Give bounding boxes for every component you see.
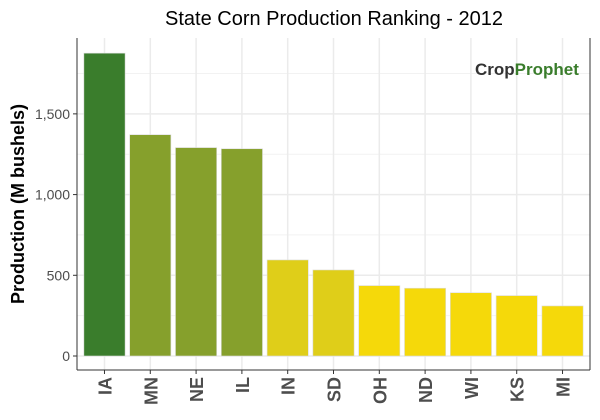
x-tick-label: WI bbox=[462, 377, 482, 399]
bar-KS bbox=[495, 295, 538, 357]
bar-IN bbox=[266, 259, 309, 357]
bar-ND bbox=[404, 287, 447, 357]
bar-IA bbox=[83, 52, 126, 357]
x-tick-label: MI bbox=[554, 377, 574, 397]
x-tick-label: IN bbox=[279, 377, 299, 395]
bar-OH bbox=[358, 285, 401, 357]
x-tick-label: ND bbox=[416, 377, 436, 403]
y-tick-label: 500 bbox=[47, 267, 71, 283]
bar-SD bbox=[312, 269, 355, 357]
x-tick-label: NE bbox=[187, 377, 207, 402]
bar-IL bbox=[220, 148, 263, 357]
y-axis-label: Production (M bushels) bbox=[8, 104, 28, 304]
bar-MI bbox=[541, 305, 584, 357]
y-tick-label: 1,000 bbox=[35, 187, 70, 203]
y-tick-label: 1,500 bbox=[35, 106, 70, 122]
x-tick-label: IL bbox=[233, 377, 253, 393]
bar-MN bbox=[129, 134, 172, 357]
x-tick-label: OH bbox=[370, 377, 390, 404]
bar-NE bbox=[175, 147, 218, 357]
cropprophet-logo: CropProphet bbox=[475, 60, 579, 79]
x-tick-label: KS bbox=[508, 377, 528, 402]
x-tick-label: MN bbox=[141, 377, 161, 405]
y-tick-label: 0 bbox=[62, 348, 70, 364]
bar-WI bbox=[449, 292, 492, 357]
chart-title: State Corn Production Ranking - 2012 bbox=[165, 8, 503, 30]
x-tick-label: SD bbox=[325, 377, 345, 402]
x-tick-label: IA bbox=[95, 377, 115, 395]
